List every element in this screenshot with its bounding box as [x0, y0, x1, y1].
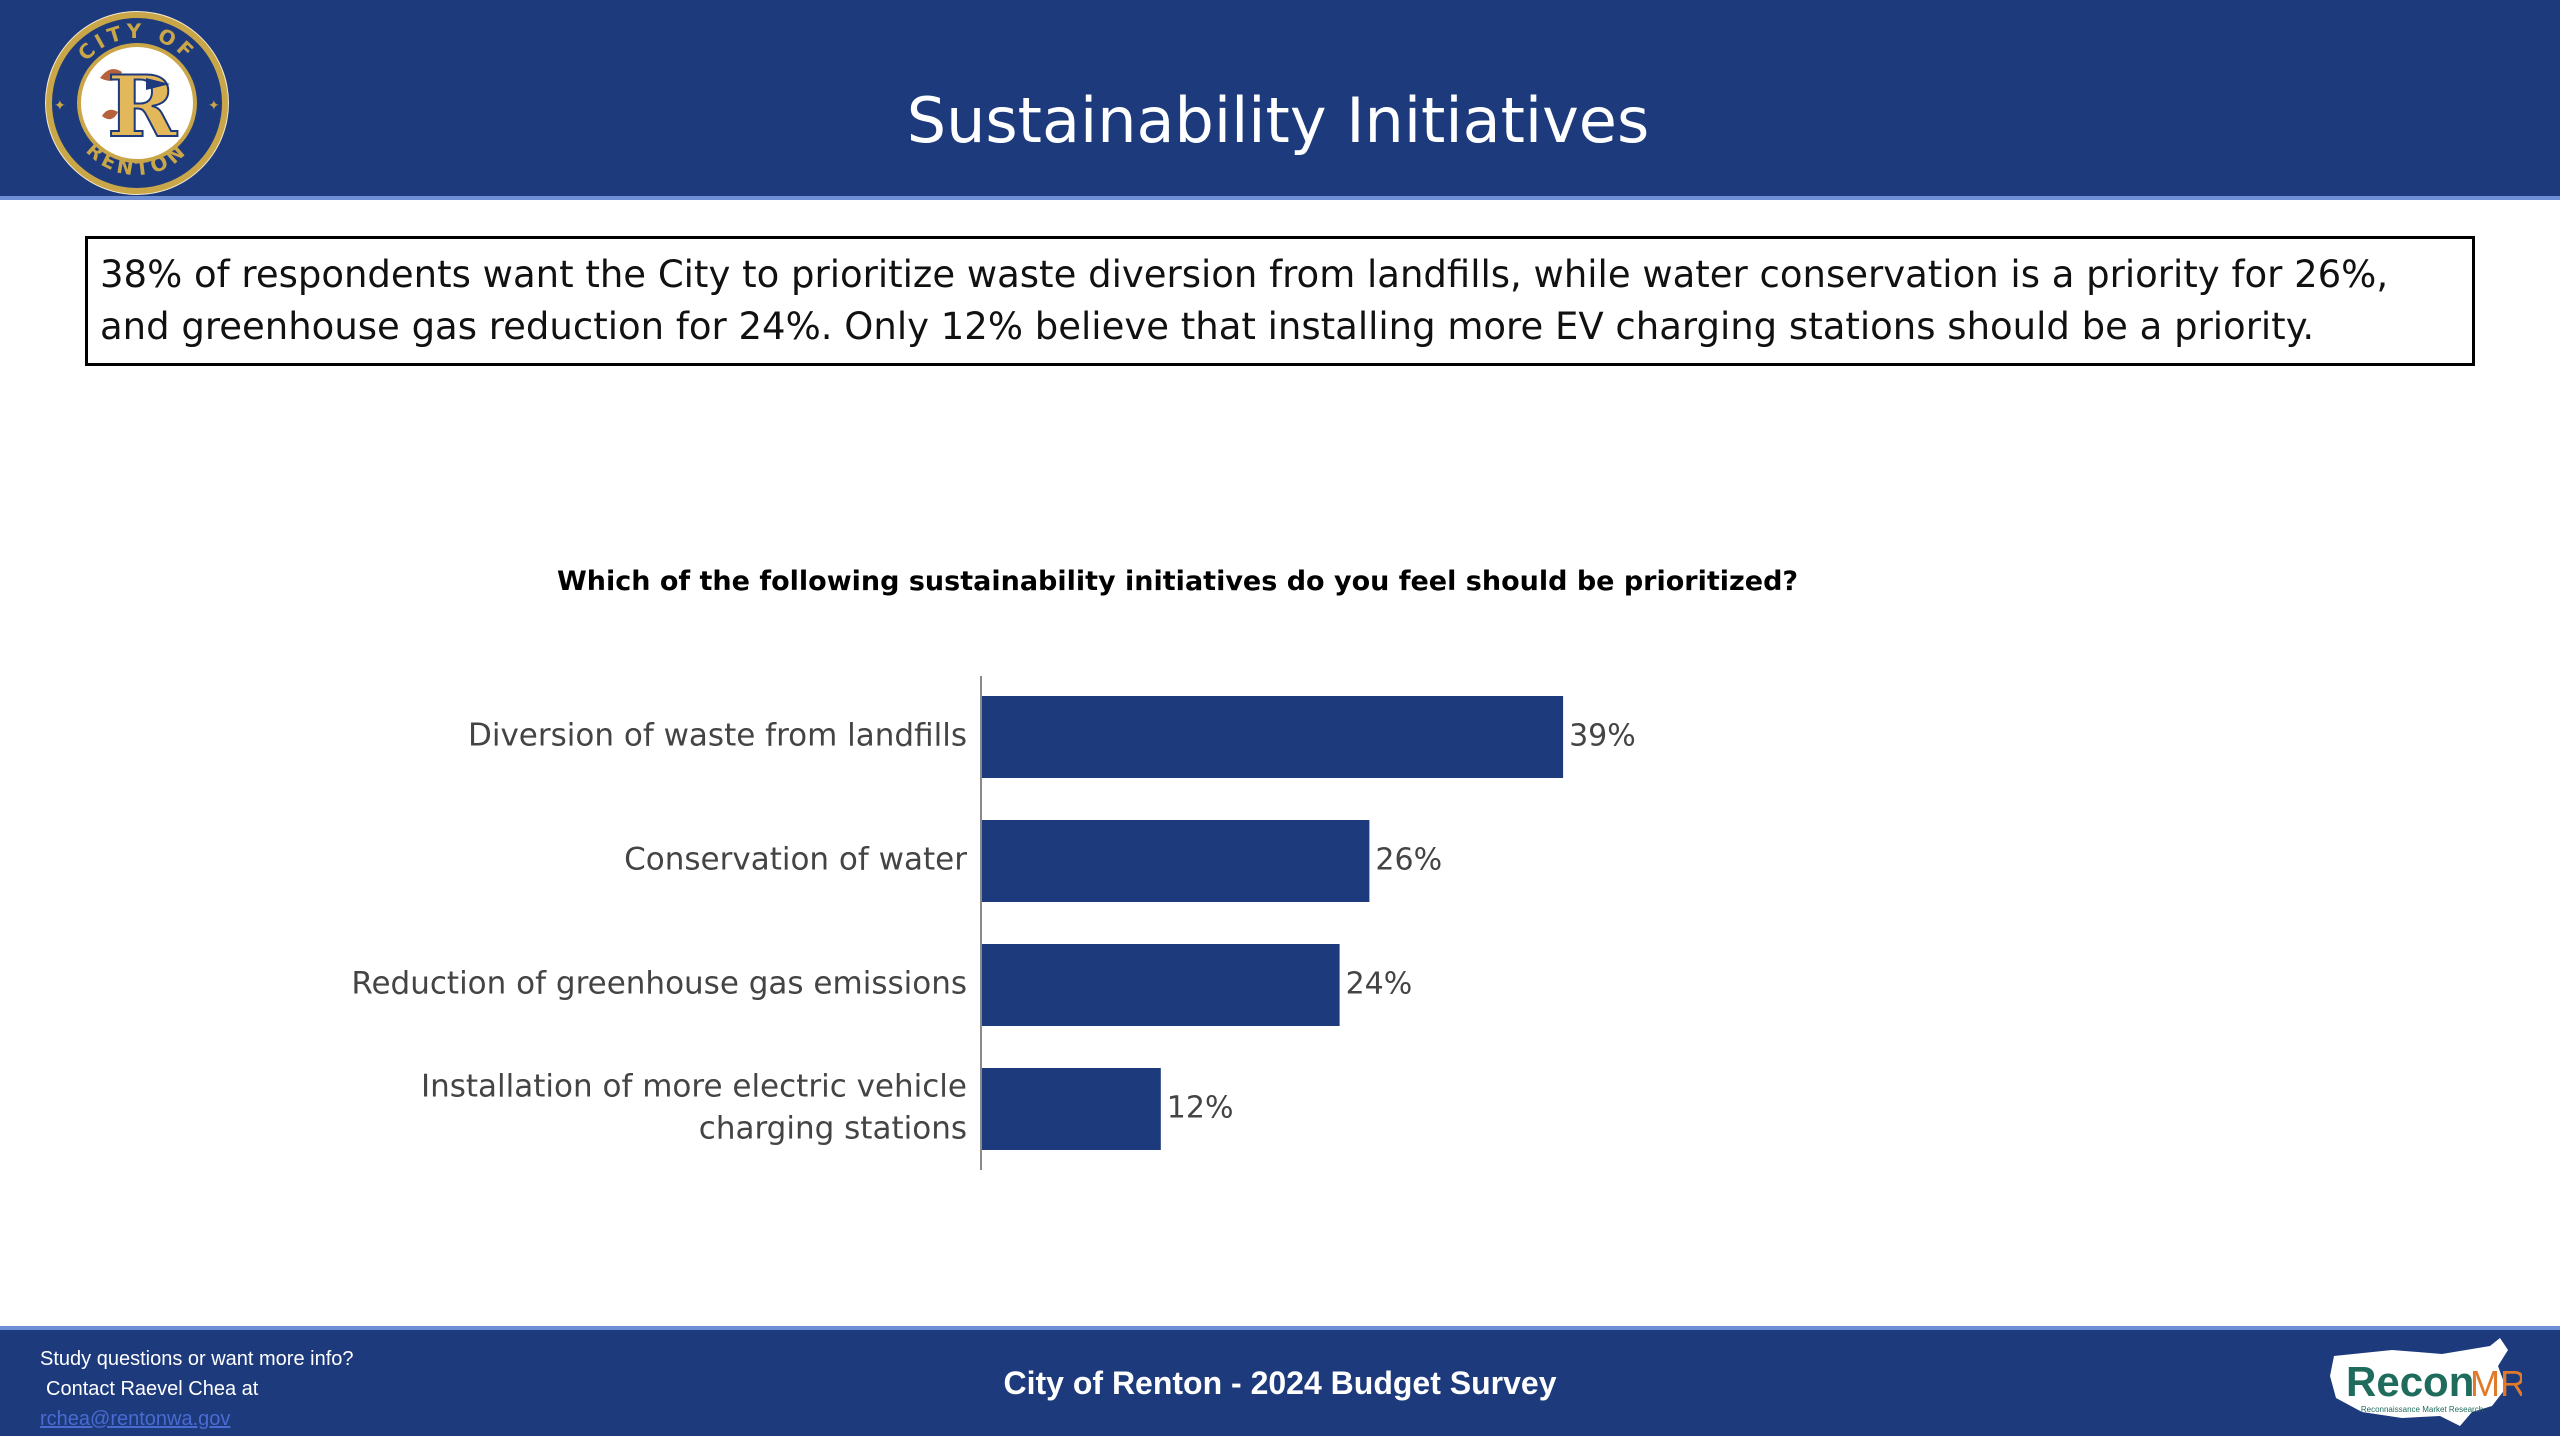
- chart-title: Which of the following sustainability in…: [556, 566, 1799, 597]
- contact-line-2: Contact Raevel Chea at: [46, 1378, 259, 1400]
- category-label-4: Installation of more electric vehicle cha…: [421, 1069, 967, 1147]
- category-label-line: Conservation of water: [624, 842, 967, 878]
- category-label-line: Diversion of waste from landfills: [468, 718, 967, 754]
- contact-line-1: Study questions or want more info?: [40, 1348, 354, 1370]
- data-label-3: 24%: [1346, 967, 1413, 1002]
- page-title: Sustainability Initiatives: [0, 0, 2560, 200]
- category-label-1: Diversion of waste from landfills: [468, 718, 967, 754]
- category-label-2: Conservation of water: [624, 842, 967, 878]
- footer-survey-title: City of Renton - 2024 Budget Survey: [1003, 1364, 1557, 1401]
- recon-logo-main: Recon: [2346, 1358, 2474, 1405]
- summary-callout: 38% of respondents want the City to prio…: [85, 236, 2475, 366]
- category-label-3: Reduction of greenhouse gas emissions: [351, 966, 967, 1002]
- page-title-text: Sustainability Initiatives: [906, 83, 1650, 157]
- svg-text:✦: ✦: [208, 98, 220, 114]
- recon-mr-logo: Recon MR Reconnaissance Market Research: [2330, 1338, 2522, 1426]
- recon-logo-accent: MR: [2470, 1363, 2522, 1404]
- category-label-line: Reduction of greenhouse gas emissions: [351, 966, 967, 1002]
- data-label-4: 12%: [1167, 1091, 1234, 1126]
- svg-text:✦: ✦: [54, 98, 66, 114]
- footer-bar: Study questions or want more info? Conta…: [0, 1326, 2560, 1436]
- bar-4: [982, 1068, 1161, 1150]
- seal-monogram: R: [107, 57, 178, 156]
- bar-2: [982, 820, 1370, 902]
- city-seal-logo: CITY OF RENTON ✦ ✦ R: [45, 11, 229, 195]
- category-label-line: charging stations: [699, 1111, 967, 1147]
- data-label-2: 26%: [1375, 843, 1442, 878]
- header-bar: CITY OF RENTON ✦ ✦ R Sustainability Init…: [0, 0, 2560, 200]
- data-label-1: 39%: [1569, 719, 1636, 754]
- bar-1: [982, 696, 1564, 778]
- recon-logo-tagline: Reconnaissance Market Research: [2361, 1405, 2483, 1414]
- category-label-line: Installation of more electric vehicle: [421, 1069, 967, 1105]
- contact-email-link[interactable]: rchea@rentonwa.gov: [40, 1408, 231, 1430]
- bar-chart: 39% Diversion of waste from landfills 26% C…: [351, 676, 1636, 1170]
- bar-3: [982, 944, 1340, 1026]
- footer-contact: Study questions or want more info? Conta…: [40, 1344, 354, 1434]
